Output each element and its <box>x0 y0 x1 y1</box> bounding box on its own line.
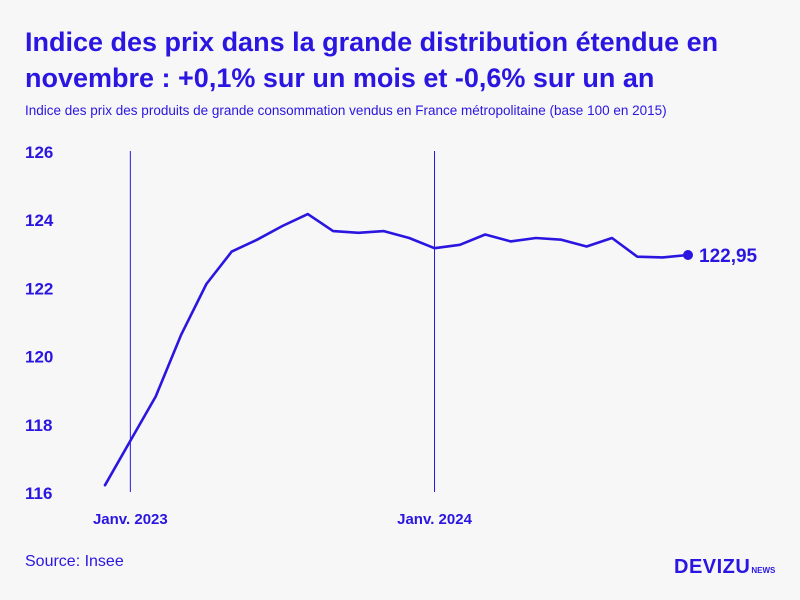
logo-sub-text: NEWS <box>751 566 776 575</box>
source-note: Source: Insee <box>25 553 124 570</box>
end-value-label: 122,95 <box>699 246 758 267</box>
series-layer: 122,95 <box>103 212 758 487</box>
y-tick-label: 120 <box>25 348 53 367</box>
devizu-logo: DEVIZUNEWS <box>674 556 775 579</box>
y-tick-label: 126 <box>25 143 53 162</box>
x-axis-markers: Janv. 2023 Janv. 2024 <box>93 151 473 528</box>
y-tick-label: 124 <box>25 211 54 230</box>
chart-title: Indice des prix dans la grande distribut… <box>25 27 719 93</box>
chart-subtitle: Indice des prix des produits de grande c… <box>25 103 667 118</box>
end-point-marker <box>683 250 693 261</box>
logo-main-text: DEVIZU <box>674 556 751 578</box>
y-tick-label: 116 <box>25 484 52 503</box>
x-tick-label: Janv. 2023 <box>93 511 168 528</box>
y-axis: 116 118 120 122 124 126 <box>25 143 54 503</box>
y-tick-label: 122 <box>25 279 53 298</box>
series-line <box>103 212 690 487</box>
y-tick-label: 118 <box>25 416 52 435</box>
x-tick-label: Janv. 2024 <box>397 511 472 528</box>
